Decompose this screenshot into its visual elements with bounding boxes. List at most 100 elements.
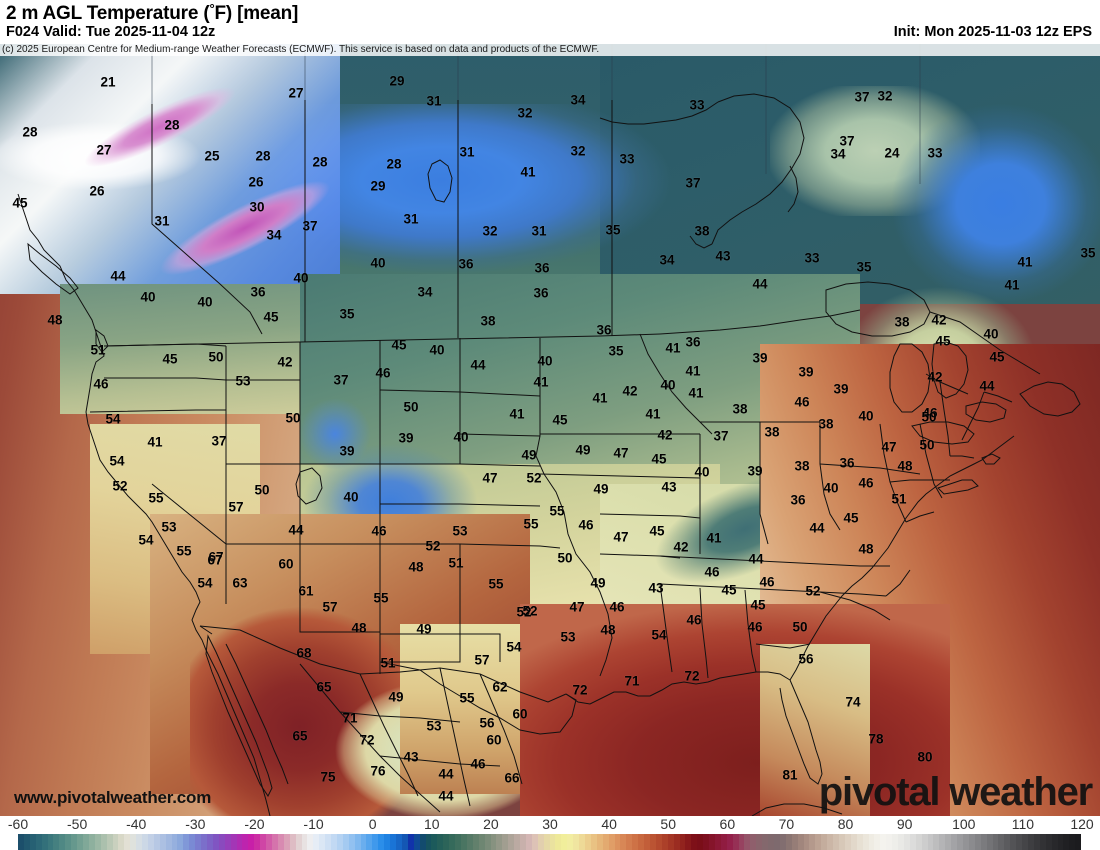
colorbar-swatch xyxy=(142,834,148,850)
colorbar-swatch xyxy=(732,834,739,850)
colorbar-tick: -40 xyxy=(126,816,147,832)
colorbar-swatch xyxy=(549,834,556,850)
colorbar-swatch xyxy=(774,834,780,850)
colorbar-swatch xyxy=(1039,834,1046,850)
colorbar-tick: -30 xyxy=(185,816,206,832)
colorbar-swatch xyxy=(632,834,639,850)
colorbar-swatch xyxy=(602,834,609,850)
colorbar-swatch xyxy=(945,834,952,850)
colorbar-swatch xyxy=(147,834,154,850)
colorbar-swatch xyxy=(437,834,444,850)
colorbar-swatch xyxy=(248,834,255,850)
colorbar-tick: -60 xyxy=(7,816,29,832)
colorbar-swatch xyxy=(153,834,160,850)
colorbar-tick: 90 xyxy=(896,816,913,832)
colorbar-swatch xyxy=(171,834,178,850)
colorbar-swatch xyxy=(720,834,727,850)
colorbar-swatch xyxy=(201,834,207,850)
colorbar-swatch xyxy=(620,834,627,850)
temperature-map[interactable]: 21 27 29 31 32 34 33 37 32 28 28 31 41 32 33 34 33 37 27 25… xyxy=(0,44,1100,816)
colorbar-swatch xyxy=(449,834,456,850)
colorbar-swatch xyxy=(112,834,119,850)
colorbar-swatch xyxy=(47,834,54,850)
colorbar-swatch xyxy=(856,834,863,850)
colorbar-swatch xyxy=(71,834,78,850)
colorbar-swatch xyxy=(82,834,89,850)
colorbar-swatch xyxy=(567,834,574,850)
colorbar-swatch xyxy=(939,834,946,850)
colorbar-swatch xyxy=(1063,834,1070,850)
colorbar-swatch xyxy=(921,834,928,850)
colorbar-swatch xyxy=(325,834,332,850)
colorbar-swatch xyxy=(413,834,420,850)
colorbar-tick: 10 xyxy=(423,816,440,832)
colorbar-swatch xyxy=(998,834,1005,850)
colorbar-swatch xyxy=(1016,834,1023,850)
colorbar-swatch xyxy=(455,834,461,850)
colorbar-swatch xyxy=(35,834,42,850)
colorbar-swatch xyxy=(909,834,916,850)
colorbar-swatch xyxy=(372,834,379,850)
colorbar-swatch xyxy=(65,834,72,850)
colorbar-swatch xyxy=(797,834,804,850)
colorbar-swatch xyxy=(1057,834,1064,850)
colorbar-swatch xyxy=(750,834,757,850)
colorbar-swatch xyxy=(41,834,48,850)
temperature-field xyxy=(0,44,1100,816)
colorbar-swatch xyxy=(833,834,839,850)
colorbar-tick: 50 xyxy=(660,816,677,832)
colorbar-swatch xyxy=(136,834,143,850)
colorbar-swatch xyxy=(1010,834,1017,850)
colorbar-swatch xyxy=(390,834,396,850)
colorbar-swatch xyxy=(88,834,95,850)
colorbar-swatch xyxy=(738,834,745,850)
colorbar-swatch xyxy=(271,834,278,850)
colorbar-swatch xyxy=(472,834,479,850)
colorbar-swatch xyxy=(401,834,408,850)
colorbar-swatch xyxy=(1033,834,1040,850)
colorbar-swatch xyxy=(260,834,267,850)
colorbar-swatch xyxy=(667,834,674,850)
colorbar-swatch xyxy=(709,834,715,850)
colorbar-swatch xyxy=(396,834,402,850)
colorbar-swatch xyxy=(29,834,36,850)
colorbar-swatch xyxy=(850,834,857,850)
colorbar-swatch xyxy=(714,834,721,850)
colorbar-swatch xyxy=(963,834,969,850)
copyright-notice: (c) 2025 European Centre for Medium-rang… xyxy=(0,44,1100,56)
colorbar-swatch xyxy=(768,834,774,850)
colorbar-swatch xyxy=(756,834,763,850)
colorbar-swatch xyxy=(691,834,698,850)
colorbar-swatch xyxy=(703,834,710,850)
colorbar-swatch xyxy=(218,834,225,850)
colorbar-swatch xyxy=(903,834,910,850)
colorbar-swatch xyxy=(490,834,497,850)
colorbar-swatch xyxy=(980,834,987,850)
colorbar-tick: 100 xyxy=(952,816,976,832)
colorbar-swatch xyxy=(378,834,385,850)
colorbar-tick: 20 xyxy=(483,816,499,832)
colorbar-swatch xyxy=(762,834,769,850)
colorbar-swatch xyxy=(354,834,361,850)
colorbar-swatch xyxy=(236,834,243,850)
colorbar-swatch xyxy=(425,834,432,850)
colorbar-swatch xyxy=(59,834,66,850)
colorbar-swatch xyxy=(336,834,343,850)
colorbar-swatch xyxy=(331,834,337,850)
colorbar-swatch xyxy=(874,834,881,850)
colorbar-swatch xyxy=(496,834,503,850)
colorbar-tick: 70 xyxy=(778,816,795,832)
colorbar-swatch xyxy=(951,834,958,850)
colorbar-swatch xyxy=(679,834,686,850)
colorbar-swatch xyxy=(307,834,314,850)
colorbar-legend: -60 -50 -40 -30 -20 -10 0 10 20 30 40 50 60 70 80 90 100… xyxy=(0,816,1100,850)
colorbar-swatch xyxy=(484,834,491,850)
colorbar-swatch xyxy=(827,834,834,850)
colorbar-swatch xyxy=(697,834,704,850)
colorbar-swatch xyxy=(419,834,426,850)
page-title-unit: F) [mean] xyxy=(214,2,299,24)
colorbar-swatch xyxy=(1069,834,1076,850)
colorbar-swatch xyxy=(94,834,101,850)
colorbar-swatch xyxy=(892,834,899,850)
colorbar-swatch xyxy=(106,834,113,850)
